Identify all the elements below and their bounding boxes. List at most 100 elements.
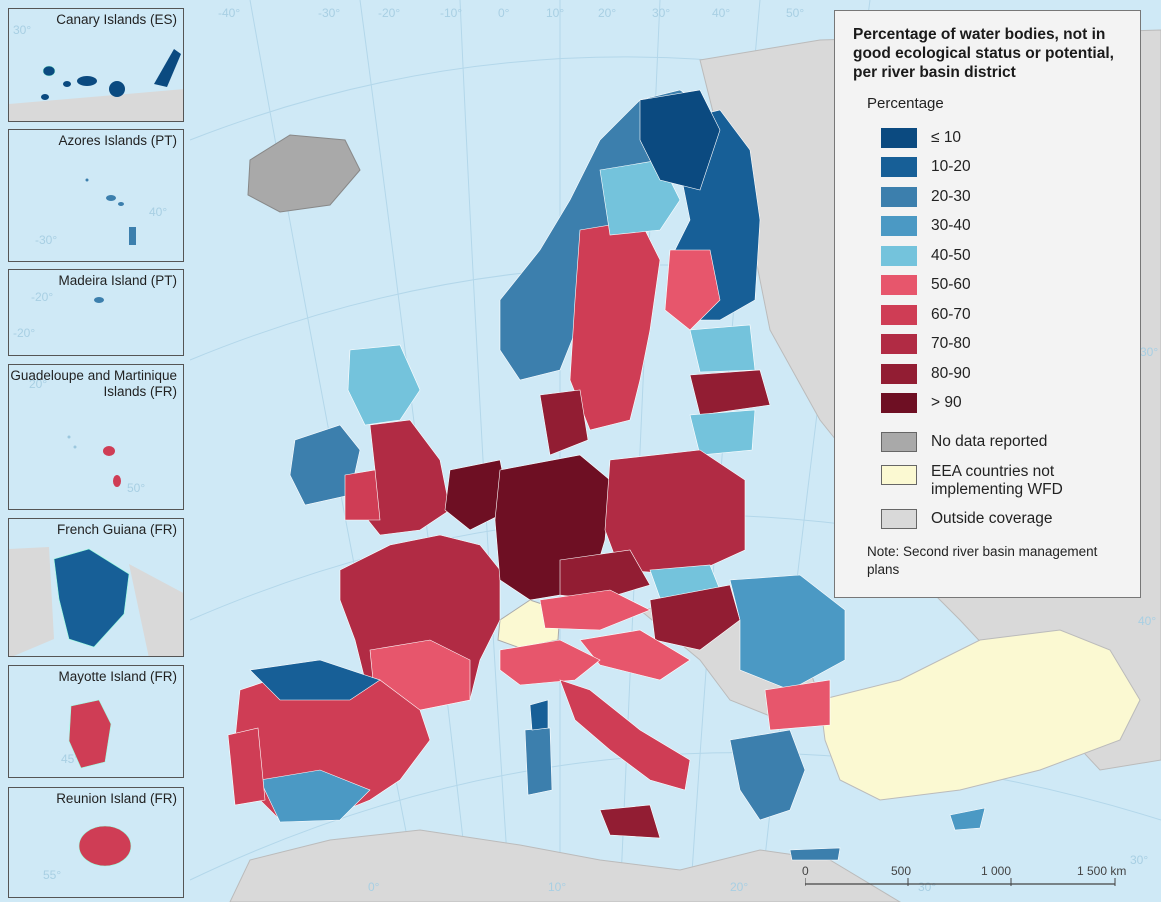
inset-canary-islands: Canary Islands (ES) 30° (8, 8, 184, 122)
greece (729, 729, 806, 821)
graticule-label: 40° (1138, 614, 1157, 628)
legend-swatch (881, 334, 917, 354)
legend-item: Outside coverage (881, 508, 1053, 530)
scale-tick: 500 (891, 864, 912, 878)
graticule-label: -10° (440, 6, 463, 20)
cyprus (949, 807, 986, 831)
spain-north (249, 659, 381, 701)
graticule-label: 0° (498, 6, 510, 20)
graticule-label: 10° (546, 6, 565, 20)
graticule-label: 55° (43, 868, 62, 882)
lapland (639, 89, 721, 191)
graticule-label: 0° (368, 880, 380, 894)
canary-islands-shape (9, 49, 183, 121)
crete (789, 847, 841, 861)
legend-swatch (881, 275, 917, 295)
inset-french-guiana: French Guiana (FR) (8, 518, 184, 657)
estonia (689, 324, 756, 373)
inset-azores: Azores Islands (PT) -30° 40° (8, 129, 184, 262)
legend-swatch (881, 157, 917, 177)
austria (539, 589, 651, 631)
finland-south (664, 249, 721, 331)
legend-swatch (881, 393, 917, 413)
madeira-shape (94, 297, 104, 303)
graticule-label: 30° (13, 23, 32, 37)
graticule-label: 45° (61, 752, 80, 766)
benelux (444, 459, 511, 531)
inset-label: Madeira Island (PT) (58, 273, 177, 288)
graticule-label: 30° (652, 6, 671, 20)
wales (344, 469, 381, 521)
legend-swatch (881, 305, 917, 325)
inset-label: Reunion Island (FR) (56, 791, 177, 806)
czechia (559, 549, 651, 601)
inset-label: Mayotte Island (FR) (58, 669, 177, 684)
scotland (347, 344, 421, 426)
spain-south (259, 769, 371, 823)
graticule-label: 20° (29, 377, 48, 391)
scale-bar: 0 500 1 000 1 500 km (802, 858, 1135, 894)
inset-label: Canary Islands (ES) (56, 12, 177, 27)
mayotte-shape (68, 699, 112, 769)
legend-title: Percentage of water bodies, not in good … (853, 26, 1114, 81)
french-guiana-shape (9, 547, 183, 656)
scale-tick: 0 (802, 864, 809, 878)
legend-swatch (881, 246, 917, 266)
inset-label: Guadeloupe and Martinique Islands (FR) (10, 368, 177, 399)
legend-swatch (881, 432, 917, 452)
graticule-label: 40° (712, 6, 731, 20)
scale-tick: 1 000 (981, 864, 1012, 878)
graticule-label: 50° (786, 6, 805, 20)
graticule-label: -20° (378, 6, 401, 20)
graticule-label: -40° (218, 6, 241, 20)
poland (604, 449, 746, 576)
italy-north (499, 639, 601, 686)
reunion-shape (78, 825, 132, 867)
azores-shape (85, 178, 136, 245)
graticule-label: 30° (1130, 853, 1149, 867)
legend-item: 10-20 (881, 156, 971, 178)
corsica (529, 699, 549, 731)
legend-swatch (881, 509, 917, 529)
graticule-label: 40° (149, 205, 168, 219)
graticule-label: 20° (730, 880, 749, 894)
guadeloupe-martinique-shape (67, 435, 121, 487)
legend-item: > 90 (881, 392, 962, 414)
graticule-label: -30° (318, 6, 341, 20)
graticule-label: -30° (35, 233, 58, 247)
inset-label: Azores Islands (PT) (58, 133, 177, 148)
legend-item: EEA countries not implementing WFD (881, 463, 1081, 503)
legend-swatch (881, 364, 917, 384)
hungary (649, 584, 741, 651)
graticule-label: 50° (127, 481, 146, 495)
lithuania (689, 409, 756, 456)
legend-swatch (881, 216, 917, 236)
iceland (247, 134, 361, 213)
graticule-label: 10° (548, 880, 567, 894)
legend-note: Note: Second river basin management plan… (867, 544, 1098, 577)
graticule-label: 30° (1140, 345, 1159, 359)
romania (729, 574, 846, 691)
outside-coverage-africa (229, 829, 901, 902)
graticule-label: 20° (598, 6, 617, 20)
legend-item: 40-50 (881, 245, 971, 267)
legend-item: 70-80 (881, 333, 971, 355)
legend-item: 80-90 (881, 363, 971, 385)
scale-tick: 1 500 km (1077, 864, 1127, 878)
legend-swatch (881, 128, 917, 148)
inset-guadeloupe-martinique: Guadeloupe and Martinique Islands (FR) 2… (8, 364, 184, 510)
denmark (539, 389, 589, 456)
italy-peninsula (559, 679, 691, 791)
scale-bar-line (804, 878, 1116, 886)
legend-item: 60-70 (881, 304, 971, 326)
legend-item: ≤ 10 (881, 127, 961, 149)
legend-subtitle: Percentage (867, 95, 944, 112)
legend-item: 20-30 (881, 186, 971, 208)
latvia (689, 369, 771, 416)
inset-madeira: Madeira Island (PT) -20° -20° (8, 269, 184, 356)
legend-item: 30-40 (881, 215, 971, 237)
inset-label: French Guiana (FR) (56, 522, 177, 537)
bulgaria (764, 679, 831, 731)
sardinia (524, 727, 553, 796)
inset-reunion: Reunion Island (FR) 55° (8, 787, 184, 898)
